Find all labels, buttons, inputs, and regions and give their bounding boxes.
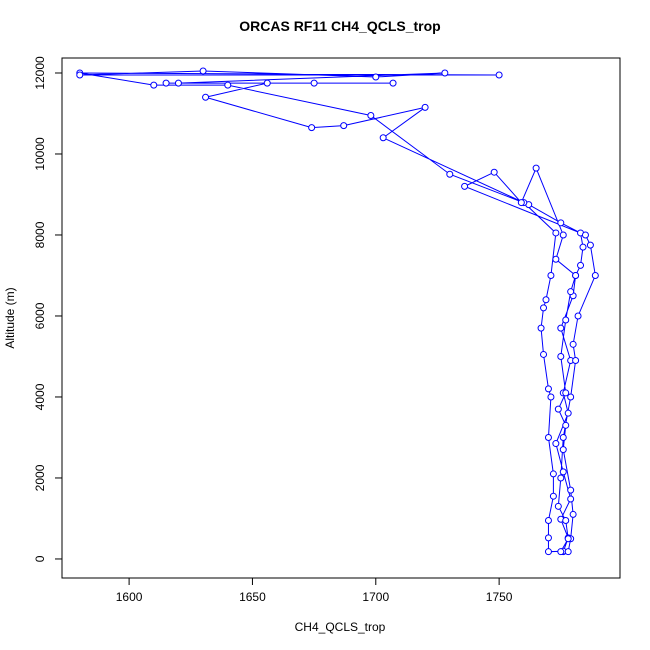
data-point (567, 495, 575, 503)
x-tick-label: 1600 (116, 590, 143, 604)
data-point (461, 182, 469, 190)
data-point (372, 73, 380, 81)
y-tick-label: 4000 (33, 383, 47, 410)
x-tick-label: 1750 (486, 590, 513, 604)
data-point (567, 288, 575, 296)
data-point (569, 510, 577, 518)
data-point (559, 446, 567, 454)
data-point (202, 93, 210, 101)
data-point (544, 548, 552, 556)
data-point (379, 134, 387, 142)
y-tick-label: 8000 (33, 221, 47, 248)
data-point (559, 468, 567, 476)
data-point (517, 199, 525, 207)
data-point (557, 219, 565, 227)
data-point (544, 516, 552, 524)
data-point (562, 516, 570, 524)
y-tick-label: 6000 (33, 302, 47, 329)
data-point (542, 296, 550, 304)
data-point (549, 470, 557, 478)
data-point (559, 231, 567, 239)
data-point (199, 67, 207, 75)
data-point (552, 440, 560, 448)
data-point (76, 71, 84, 79)
data-point (367, 112, 375, 120)
data-point (557, 548, 565, 556)
data-point (567, 393, 575, 401)
data-point (421, 103, 429, 111)
data-point (559, 433, 567, 441)
data-point (572, 357, 580, 365)
x-tick-label: 1650 (239, 590, 266, 604)
data-point (572, 271, 580, 279)
data-point (564, 409, 572, 417)
data-point (308, 124, 316, 132)
data-point (544, 385, 552, 393)
data-point (554, 502, 562, 510)
plot-frame (61, 57, 621, 579)
data-line (79, 70, 596, 553)
y-tick-label: 10000 (33, 137, 47, 171)
data-point (174, 79, 182, 87)
data-point (547, 271, 555, 279)
x-tick-label: 1700 (362, 590, 389, 604)
data-point (537, 324, 545, 332)
data-point (490, 168, 498, 176)
y-axis-label: Altitude (m) (3, 287, 17, 348)
data-point (495, 71, 503, 79)
data-point (441, 69, 449, 77)
data-point (162, 79, 170, 87)
data-point (564, 535, 572, 543)
data-point (340, 122, 348, 130)
data-point (446, 170, 454, 178)
data-point (544, 534, 552, 542)
data-point (557, 352, 565, 360)
chart-title: ORCAS RF11 CH4_QCLS_trop (239, 18, 440, 34)
data-point (562, 316, 570, 324)
y-tick-label: 12000 (33, 56, 47, 90)
data-point (574, 312, 582, 320)
data-point (557, 324, 565, 332)
data-point (263, 79, 271, 87)
data-point (579, 243, 587, 251)
data-point (581, 231, 589, 239)
data-point (544, 433, 552, 441)
data-point (554, 405, 562, 413)
data-point (540, 304, 548, 312)
data-point (547, 393, 555, 401)
y-tick-label: 2000 (33, 464, 47, 491)
data-point (586, 241, 594, 249)
data-point (389, 79, 397, 87)
data-point (224, 81, 232, 89)
data-point (557, 474, 565, 482)
data-point (532, 164, 540, 172)
data-point (552, 229, 560, 237)
data-point (591, 271, 599, 279)
data-point (552, 255, 560, 263)
data-point (569, 340, 577, 348)
data-point (562, 389, 570, 397)
data-point (150, 81, 158, 89)
data-point (549, 492, 557, 500)
data-point (540, 350, 548, 358)
y-tick-label: 0 (33, 555, 47, 562)
data-point (310, 79, 318, 87)
data-point (562, 421, 570, 429)
data-point (577, 261, 585, 269)
data-point (564, 548, 572, 556)
data-point (567, 486, 575, 494)
x-axis-label: CH4_QCLS_trop (295, 620, 386, 634)
